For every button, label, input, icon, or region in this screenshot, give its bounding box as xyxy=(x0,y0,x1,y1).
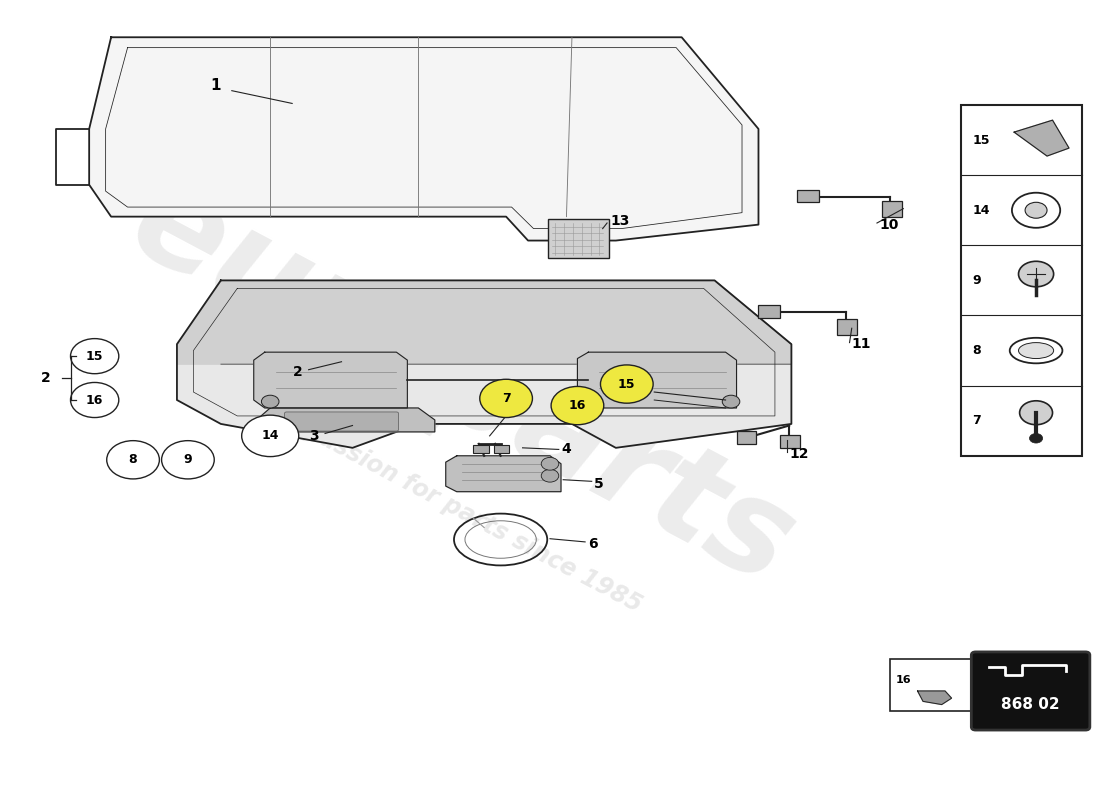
Circle shape xyxy=(601,365,653,403)
Polygon shape xyxy=(177,281,791,448)
FancyBboxPatch shape xyxy=(837,318,857,334)
Text: europarts: europarts xyxy=(110,157,814,611)
Text: 7: 7 xyxy=(502,392,510,405)
Text: 15: 15 xyxy=(618,378,636,390)
FancyBboxPatch shape xyxy=(780,435,800,448)
Circle shape xyxy=(1030,434,1043,443)
Circle shape xyxy=(262,395,279,408)
Polygon shape xyxy=(260,408,434,432)
Circle shape xyxy=(541,470,559,482)
Ellipse shape xyxy=(1019,342,1054,358)
Polygon shape xyxy=(177,281,791,364)
Text: a passion for parts since 1985: a passion for parts since 1985 xyxy=(278,406,646,617)
FancyBboxPatch shape xyxy=(796,190,818,202)
Text: 14: 14 xyxy=(262,430,279,442)
Text: 6: 6 xyxy=(588,537,598,550)
Circle shape xyxy=(1020,401,1053,425)
Circle shape xyxy=(723,395,740,408)
Text: 868 02: 868 02 xyxy=(1001,697,1060,712)
FancyBboxPatch shape xyxy=(759,305,780,318)
Polygon shape xyxy=(1014,120,1069,156)
Text: 16: 16 xyxy=(895,675,911,685)
Text: 15: 15 xyxy=(86,350,103,362)
Text: 9: 9 xyxy=(184,454,192,466)
FancyBboxPatch shape xyxy=(890,659,972,711)
Polygon shape xyxy=(917,691,952,705)
Circle shape xyxy=(162,441,214,479)
FancyBboxPatch shape xyxy=(961,105,1082,456)
Text: 11: 11 xyxy=(851,337,871,351)
Text: 14: 14 xyxy=(972,204,990,217)
FancyBboxPatch shape xyxy=(285,412,398,431)
Circle shape xyxy=(480,379,532,418)
Text: 13: 13 xyxy=(610,214,629,228)
FancyBboxPatch shape xyxy=(473,445,488,453)
Text: 5: 5 xyxy=(594,477,604,490)
Text: 4: 4 xyxy=(561,442,571,457)
FancyBboxPatch shape xyxy=(737,431,757,444)
Polygon shape xyxy=(446,456,561,492)
Circle shape xyxy=(107,441,160,479)
Text: 15: 15 xyxy=(972,134,990,146)
FancyBboxPatch shape xyxy=(494,445,509,453)
Text: 9: 9 xyxy=(972,274,981,287)
Text: 2: 2 xyxy=(293,365,303,379)
Circle shape xyxy=(541,458,559,470)
Polygon shape xyxy=(254,352,407,408)
Text: 3: 3 xyxy=(309,429,319,443)
Text: 12: 12 xyxy=(789,447,808,462)
Text: 10: 10 xyxy=(879,218,899,232)
FancyBboxPatch shape xyxy=(971,652,1090,730)
Text: 1: 1 xyxy=(210,78,221,93)
Text: 16: 16 xyxy=(86,394,103,406)
Polygon shape xyxy=(89,38,759,241)
Text: 8: 8 xyxy=(129,454,138,466)
Polygon shape xyxy=(578,352,737,408)
Circle shape xyxy=(1012,193,1060,228)
Circle shape xyxy=(70,338,119,374)
Circle shape xyxy=(70,382,119,418)
Text: 8: 8 xyxy=(972,344,981,357)
FancyBboxPatch shape xyxy=(882,201,902,217)
Text: 16: 16 xyxy=(569,399,586,412)
Circle shape xyxy=(551,386,604,425)
Text: 2: 2 xyxy=(41,370,51,385)
Circle shape xyxy=(1019,262,1054,286)
Circle shape xyxy=(242,415,299,457)
Text: 7: 7 xyxy=(972,414,981,427)
Ellipse shape xyxy=(1010,338,1063,363)
Circle shape xyxy=(1025,202,1047,218)
FancyBboxPatch shape xyxy=(548,219,609,258)
